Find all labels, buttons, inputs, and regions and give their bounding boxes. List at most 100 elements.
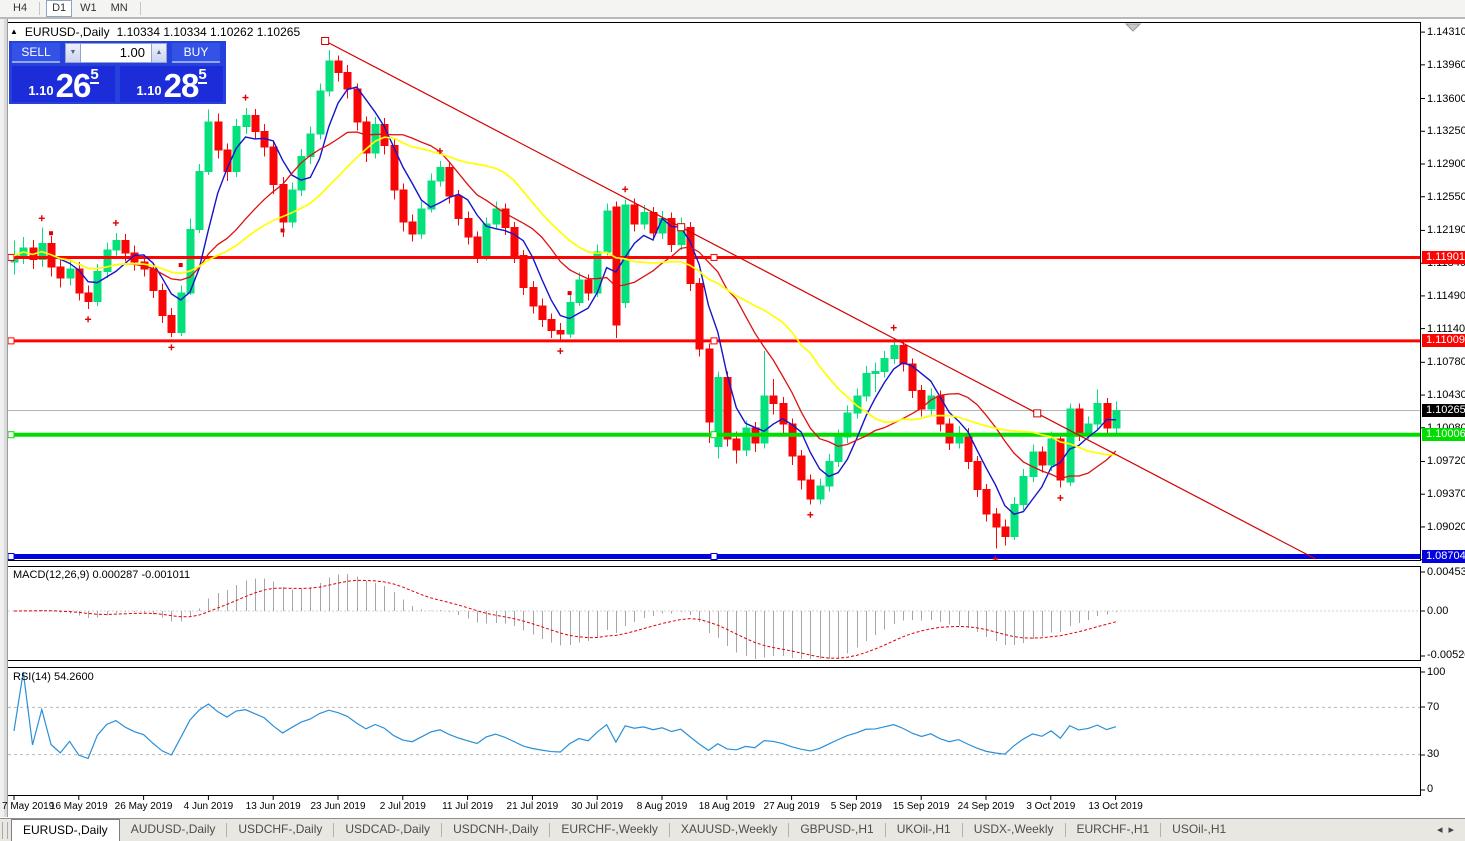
macd-scale-max: 0.004536 xyxy=(1427,566,1465,578)
tab-scroll-right-icon[interactable]: ▸ xyxy=(1448,824,1460,836)
macd-pane xyxy=(7,566,1421,661)
resistance-line-2-handle[interactable] xyxy=(8,337,15,345)
date-label: 26 May 2019 xyxy=(114,801,173,812)
date-label: 11 Jul 2019 xyxy=(442,801,494,812)
tab-eurchf-weekly[interactable]: EURCHF-,Weekly xyxy=(561,822,658,836)
tab-scroll-arrows: ◂▸ xyxy=(1437,823,1460,836)
tab-scroll-left-icon[interactable]: ◂ xyxy=(1436,824,1449,836)
price-tick: 1.09720 xyxy=(1427,455,1465,468)
timeframe-button-d1[interactable]: D1 xyxy=(46,0,73,17)
support-line-blue-handle[interactable] xyxy=(8,553,15,560)
date-label: 24 Sep 2019 xyxy=(957,801,1015,812)
chart-title: ▲ EURUSD-,Daily 1.10334 1.10334 1.10262 … xyxy=(10,25,300,39)
trendline-handle[interactable] xyxy=(321,36,330,45)
price-tick: 1.10780 xyxy=(1427,356,1465,369)
price-tick: 1.11490 xyxy=(1427,289,1465,302)
date-label: 5 Sep 2019 xyxy=(830,801,882,812)
price-tick: 1.10430 xyxy=(1427,389,1465,402)
price-tick: 1.12190 xyxy=(1427,224,1465,237)
date-label: 18 Aug 2019 xyxy=(698,801,755,812)
buy-price-pip: 5 xyxy=(198,66,207,84)
volume-increase-button[interactable]: ▲ xyxy=(151,43,167,63)
timeframe-button-mn[interactable]: MN xyxy=(110,2,128,14)
date-label: 4 Jun 2019 xyxy=(183,801,234,812)
square-marker-icon xyxy=(567,291,572,296)
price-tick: 1.13600 xyxy=(1427,92,1465,105)
tab-separator xyxy=(788,823,790,837)
macd-scale-zero: 0.00 xyxy=(1427,605,1449,617)
tab-gbpusd-h1[interactable]: GBPUSD-,H1 xyxy=(800,822,874,836)
timeframe-button-h4[interactable]: H4 xyxy=(13,2,28,14)
sell-price-pip: 5 xyxy=(90,66,99,84)
price-tick: 1.11140 xyxy=(1427,322,1465,335)
rsi-label: RSI(14) 54.2600 xyxy=(13,671,94,683)
timeframe-button-w1[interactable]: W1 xyxy=(80,2,97,14)
tab-separator xyxy=(226,823,228,837)
buy-button[interactable]: BUY xyxy=(172,43,220,63)
tab-separator xyxy=(961,823,963,837)
support-line-green-handle[interactable] xyxy=(8,431,15,439)
buy-price-main: 28 xyxy=(163,67,200,104)
tab-eurchf-h1[interactable]: EURCHF-,H1 xyxy=(1076,822,1150,836)
price-tick: 1.13250 xyxy=(1427,125,1465,138)
tab-separator xyxy=(1160,823,1162,837)
candlesticks xyxy=(10,49,1121,549)
current-price-label: 1.10265 xyxy=(1422,403,1465,417)
tab-usdcad-daily[interactable]: USDCAD-,Daily xyxy=(345,822,431,836)
square-marker-icon xyxy=(280,228,285,233)
tab-usoil-h1[interactable]: USOil-,H1 xyxy=(1172,822,1227,836)
macd-scale-min: -0.005205 xyxy=(1427,649,1465,661)
tab-usdx-weekly[interactable]: USDX-,Weekly xyxy=(973,822,1054,836)
tab-usdchf-daily[interactable]: USDCHF-,Daily xyxy=(238,822,323,836)
tab-eurusd-daily[interactable]: EURUSD-,Daily xyxy=(11,819,120,841)
support-line-green-handle[interactable] xyxy=(710,431,718,439)
window-edge xyxy=(0,19,8,817)
tab-ukoil-h1[interactable]: UKOil-,H1 xyxy=(896,822,951,836)
symbol-tab-bar: EURUSD-,Daily AUDUSD-,Daily USDCHF-,Daily U… xyxy=(0,818,1465,841)
symbol-timeframe-label: EURUSD-,Daily xyxy=(24,25,110,39)
sell-price-main: 26 xyxy=(55,67,92,104)
tab-usdcnh-daily[interactable]: USDCNH-,Daily xyxy=(453,822,539,836)
tab-audusd-daily[interactable]: AUDUSD-,Daily xyxy=(130,822,216,836)
level-price-label: 1.11901 xyxy=(1422,250,1465,264)
macd-label: MACD(12,26,9) 0.000287 -0.001011 xyxy=(13,569,191,581)
resistance-line-2-handle[interactable] xyxy=(710,337,718,345)
rsi-scale-70: 70 xyxy=(1427,701,1440,713)
trendline-handle[interactable] xyxy=(1033,409,1042,418)
sell-button[interactable]: SELL xyxy=(12,43,60,63)
date-label: 8 Aug 2019 xyxy=(636,801,688,812)
one-click-trade-panel: SELL ▼ 1.00 ▲ BUY 1.10 26 5 1.10 28 5 xyxy=(9,41,226,104)
macd-main-value: 0.000287 xyxy=(92,569,139,581)
level-price-label: 1.08704 xyxy=(1422,550,1465,563)
trendline-handle[interactable] xyxy=(677,223,686,232)
price-tick: 1.13960 xyxy=(1427,58,1465,71)
symbol-marker-icon: ▲ xyxy=(10,27,18,36)
volume-decrease-button[interactable]: ▼ xyxy=(65,43,81,63)
resistance-line-1-handle[interactable] xyxy=(710,253,718,261)
square-marker-icon xyxy=(178,263,183,268)
support-line-blue-handle[interactable] xyxy=(710,553,718,560)
tab-xauusd-weekly[interactable]: XAUUSD-,Weekly xyxy=(680,822,778,836)
buy-price-prefix: 1.10 xyxy=(136,83,162,98)
rsi-scale-0: 0 xyxy=(1427,783,1434,795)
price-tick: 1.09370 xyxy=(1427,488,1465,501)
descending-trendline[interactable] xyxy=(324,40,1316,560)
timeframe-toolbar: H4 D1 W1 MN xyxy=(0,0,1465,19)
macd-signal-line xyxy=(13,579,1117,659)
sell-price-display[interactable]: 1.10 26 5 xyxy=(12,66,115,102)
resistance-line-1-handle[interactable] xyxy=(8,253,15,261)
ma-mid-line xyxy=(13,131,1117,480)
rsi-scale-100: 100 xyxy=(1427,666,1446,678)
price-tick: 1.09020 xyxy=(1427,520,1465,533)
price-tick: 1.14310 xyxy=(1427,26,1465,39)
ohlc-values: 1.10334 1.10334 1.10262 1.10265 xyxy=(116,25,301,39)
tab-separator xyxy=(884,823,886,837)
macd-histogram xyxy=(23,574,1117,659)
buy-price-display[interactable]: 1.10 28 5 xyxy=(120,66,223,102)
price-pane xyxy=(7,22,1421,561)
tab-separator xyxy=(333,823,335,837)
volume-input[interactable]: 1.00 xyxy=(81,43,151,63)
toolbar-separator xyxy=(139,2,141,15)
